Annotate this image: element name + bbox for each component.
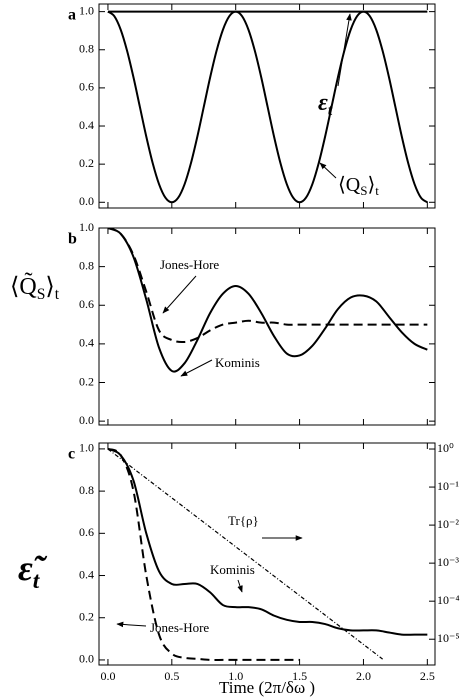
y2-tick-label: 10⁻⁴ — [437, 593, 460, 607]
y-tick-label: 0.0 — [79, 413, 94, 427]
y-tick-label: 0.6 — [79, 525, 94, 539]
y-axis-label: ⟨Q̃S⟩t — [10, 272, 60, 303]
series-line — [107, 228, 428, 344]
y-tick-label: 1.0 — [79, 441, 94, 455]
series-line — [107, 448, 383, 660]
x-tick-label: 2.5 — [420, 669, 435, 683]
x-axis-label: Time (2π/δω ) — [219, 678, 315, 697]
annotation: Kominis — [215, 355, 260, 370]
y-tick-label: 0.2 — [79, 156, 94, 170]
annotation: ⟨QS⟩t — [338, 174, 379, 198]
annotation: εt — [318, 90, 333, 119]
y-axis-label-part: S — [37, 286, 46, 303]
plot-frame — [98, 442, 436, 666]
series-line — [107, 10, 428, 204]
y-tick-label: 0.8 — [79, 483, 94, 497]
y-axis-label-part: t — [33, 568, 41, 594]
panel-letter: a — [68, 7, 76, 24]
x-tick-label: 0.5 — [164, 669, 179, 683]
y-tick-label: 0.0 — [79, 652, 94, 666]
y-tick-label: 1.0 — [79, 3, 94, 17]
annotation: Jones-Hore — [160, 257, 219, 272]
annotation: Kominis — [210, 562, 255, 577]
arrow — [162, 275, 197, 314]
annotation-part: ⟨Q — [338, 174, 361, 196]
annotation-part: ε — [318, 90, 328, 116]
panel-letter: b — [68, 231, 77, 248]
y2-tick-label: 10⁻⁵ — [437, 631, 460, 645]
y2-tick-label: 10⁰ — [437, 441, 454, 455]
annotation: Jones-Hore — [150, 620, 209, 635]
plot-frame — [98, 3, 436, 209]
annotation: Tr{ρ} — [228, 513, 259, 528]
y-axis-label-part: ⟨Q̃ — [10, 272, 37, 300]
y2-tick-label: 10⁻¹ — [437, 479, 459, 493]
y-tick-label: 1.0 — [79, 220, 94, 234]
arrow — [237, 579, 243, 593]
y-axis-label: ε̃t — [18, 548, 48, 594]
y-tick-label: 0.6 — [79, 297, 94, 311]
x-tick-label: 0.0 — [100, 669, 115, 683]
y-tick-label: 0.2 — [79, 609, 94, 623]
y-axis-label-part: t — [55, 286, 60, 303]
x-tick-label: 2.0 — [356, 669, 371, 683]
series-line — [107, 447, 428, 636]
y-tick-label: 0.8 — [79, 258, 94, 272]
annotation-part: t — [328, 102, 333, 119]
series-line — [107, 447, 300, 662]
y2-tick-label: 10⁻² — [437, 517, 459, 531]
annotation-part: ⟩ — [367, 174, 375, 196]
y-tick-label: 0.4 — [79, 336, 94, 350]
panel-letter: c — [68, 446, 75, 463]
y-tick-label: 0.2 — [79, 374, 94, 388]
plot-frame — [98, 227, 436, 426]
annotation-part: S — [360, 183, 367, 198]
y-tick-label: 0.6 — [79, 80, 94, 94]
y-axis-label-part: ⟩ — [45, 274, 54, 300]
arrow — [337, 13, 352, 87]
arrow — [116, 621, 147, 628]
x-tick-label: 1.5 — [292, 669, 307, 683]
annotation-part: t — [375, 183, 379, 198]
x-tick-label: 1.0 — [228, 669, 243, 683]
y2-tick-label: 10⁻³ — [437, 555, 459, 569]
arrow — [180, 359, 213, 377]
arrow — [319, 162, 337, 179]
series-line — [107, 228, 428, 373]
y-tick-label: 0.0 — [79, 194, 94, 208]
y-tick-label: 0.4 — [79, 118, 94, 132]
y-tick-label: 0.4 — [79, 567, 94, 581]
y-tick-label: 0.8 — [79, 42, 94, 56]
